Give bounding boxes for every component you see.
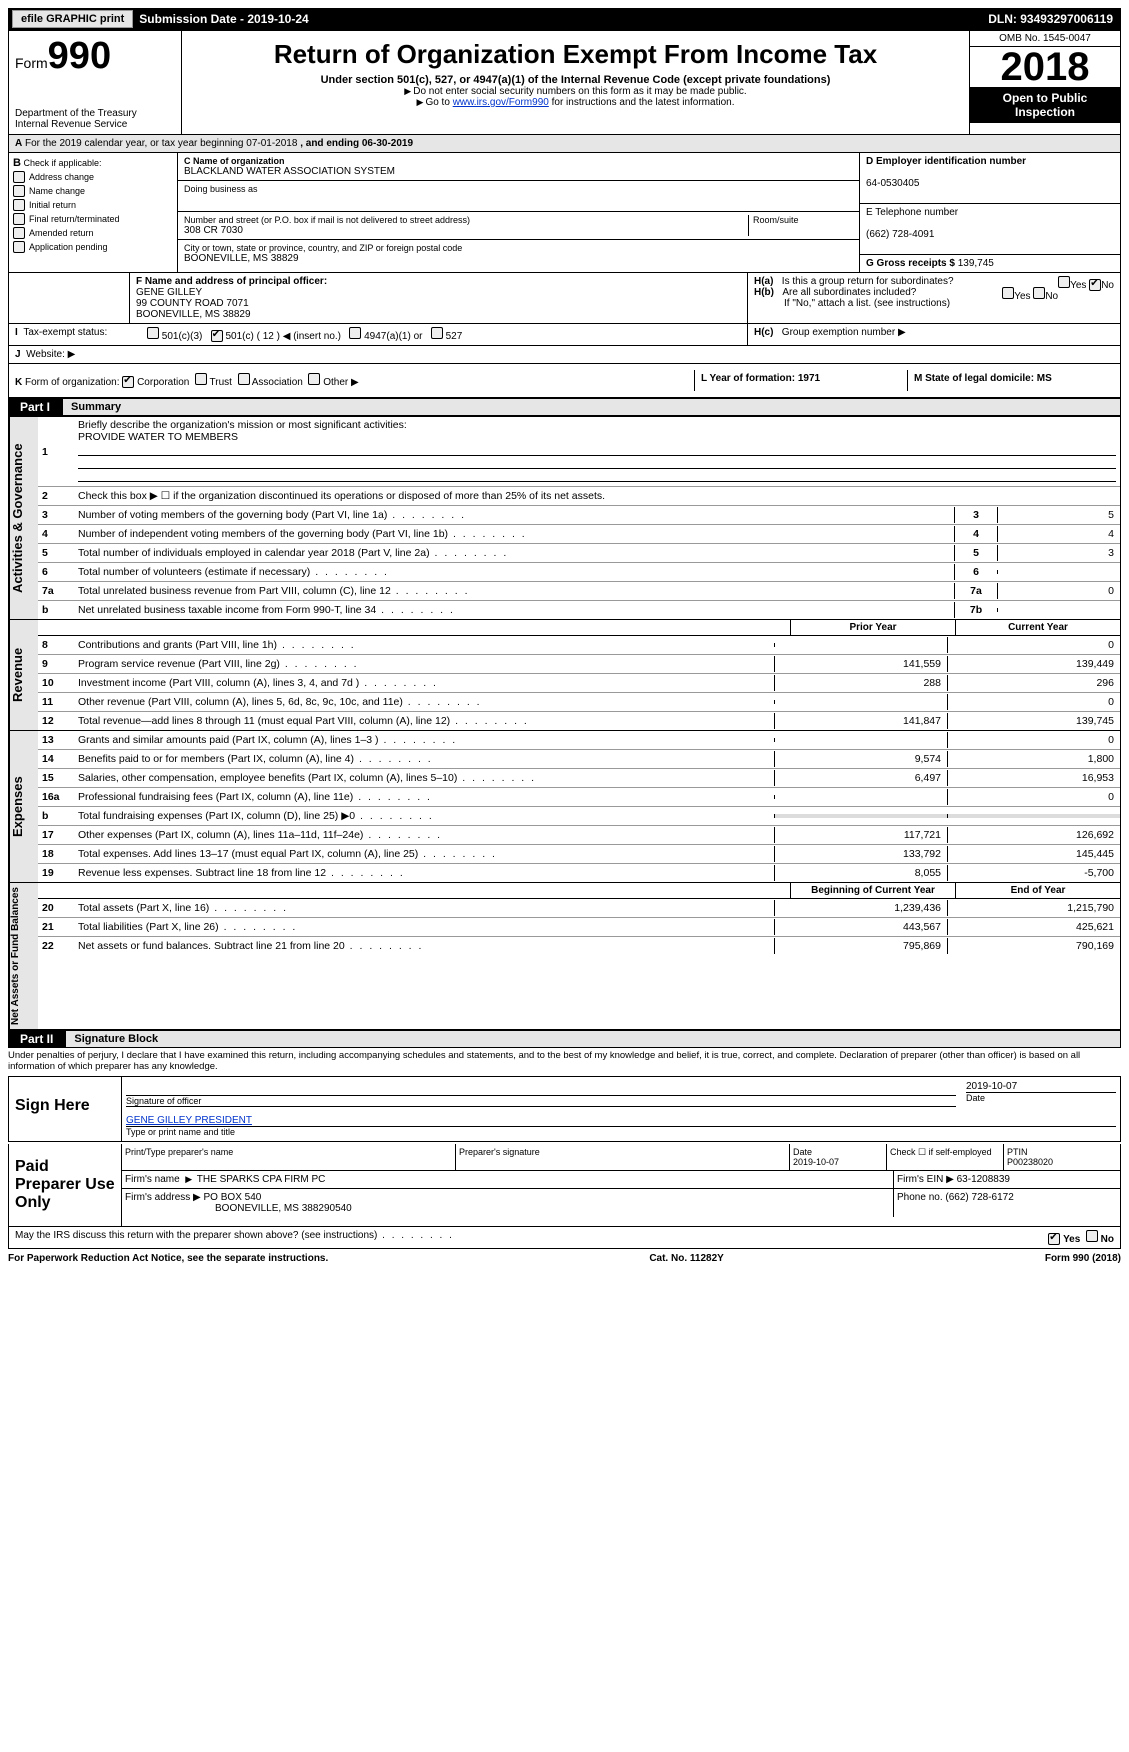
table-row: 7aTotal unrelated business revenue from … [38, 582, 1120, 601]
section-b: B Check if applicable: Address changeNam… [9, 153, 177, 272]
table-row: 22Net assets or fund balances. Subtract … [38, 937, 1120, 955]
form-subtitle-3: Go to www.irs.gov/Form990 for instructio… [186, 97, 965, 108]
table-row: 10Investment income (Part VIII, column (… [38, 674, 1120, 693]
officer-name[interactable]: GENE GILLEY PRESIDENT [126, 1115, 252, 1126]
section-d-e-g: D Employer identification number 64-0530… [859, 153, 1120, 272]
submission-date: Submission Date - 2019-10-24 [133, 12, 314, 26]
governance-section: Activities & Governance 1 Briefly descri… [8, 416, 1121, 620]
row-i-j: I Tax-exempt status: 501(c)(3) 501(c) ( … [8, 324, 1121, 346]
table-row: 13Grants and similar amounts paid (Part … [38, 731, 1120, 750]
table-row: 17Other expenses (Part IX, column (A), l… [38, 826, 1120, 845]
table-row: 6Total number of volunteers (estimate if… [38, 563, 1120, 582]
table-row: 15Salaries, other compensation, employee… [38, 769, 1120, 788]
sign-here-block: Sign Here Signature of officer 2019-10-0… [8, 1076, 1121, 1142]
table-row: 12Total revenue—add lines 8 through 11 (… [38, 712, 1120, 730]
row-k-l-m: K Form of organization: Corporation Trus… [8, 364, 1121, 398]
section-c: C Name of organization BLACKLAND WATER A… [177, 153, 859, 272]
table-row: 9Program service revenue (Part VIII, lin… [38, 655, 1120, 674]
netassets-section: Net Assets or Fund Balances Beginning of… [8, 883, 1121, 1030]
table-row: 3Number of voting members of the governi… [38, 506, 1120, 525]
tax-year: 2018 [970, 47, 1120, 87]
table-row: 8Contributions and grants (Part VIII, li… [38, 636, 1120, 655]
table-row: bTotal fundraising expenses (Part IX, co… [38, 807, 1120, 826]
checkbox-item[interactable]: Amended return [13, 227, 173, 239]
form-header: Form990 Department of the Treasury Inter… [8, 30, 1121, 135]
table-row: 5Total number of individuals employed in… [38, 544, 1120, 563]
city-state-zip: BOONEVILLE, MS 38829 [184, 253, 853, 264]
form-subtitle-1: Under section 501(c), 527, or 4947(a)(1)… [186, 74, 965, 86]
ein: 64-0530405 [866, 178, 919, 189]
table-row: 14Benefits paid to or for members (Part … [38, 750, 1120, 769]
expenses-tab: Expenses [9, 731, 38, 882]
netassets-tab: Net Assets or Fund Balances [9, 883, 38, 1029]
telephone: (662) 728-4091 [866, 229, 934, 240]
table-row: 11Other revenue (Part VIII, column (A), … [38, 693, 1120, 712]
top-bar: efile GRAPHIC print Submission Date - 20… [8, 8, 1121, 30]
part-1-header: Part I [8, 398, 62, 416]
checkbox-item[interactable]: Application pending [13, 241, 173, 253]
form-subtitle-2: Do not enter social security numbers on … [186, 86, 965, 97]
checkbox-item[interactable]: Name change [13, 185, 173, 197]
paid-preparer-block: Paid Preparer Use Only Print/Type prepar… [8, 1144, 1121, 1227]
table-row: bNet unrelated business taxable income f… [38, 601, 1120, 619]
revenue-tab: Revenue [9, 620, 38, 730]
part-1-title: Summary [62, 398, 1121, 416]
checkbox-item[interactable]: Initial return [13, 199, 173, 211]
part-2-title: Signature Block [65, 1030, 1121, 1048]
expenses-section: Expenses 13Grants and similar amounts pa… [8, 731, 1121, 883]
form-number: Form990 [15, 35, 175, 78]
gross-receipts: 139,745 [958, 258, 994, 269]
row-j-website: J Website: ▶ [8, 346, 1121, 364]
form-title: Return of Organization Exempt From Incom… [186, 39, 965, 70]
checkbox-item[interactable]: Address change [13, 171, 173, 183]
irs-label: Internal Revenue Service [15, 119, 175, 130]
part-2-header: Part II [8, 1030, 65, 1048]
revenue-section: Revenue Prior Year Current Year 8Contrib… [8, 620, 1121, 731]
section-a: A For the 2019 calendar year, or tax yea… [8, 135, 1121, 153]
checkbox-item[interactable]: Final return/terminated [13, 213, 173, 225]
table-row: 18Total expenses. Add lines 13–17 (must … [38, 845, 1120, 864]
discuss-row: May the IRS discuss this return with the… [8, 1227, 1121, 1249]
mission: PROVIDE WATER TO MEMBERS [78, 431, 238, 443]
street-address: 308 CR 7030 [184, 225, 748, 236]
table-row: 16aProfessional fundraising fees (Part I… [38, 788, 1120, 807]
table-row: 20Total assets (Part X, line 16)1,239,43… [38, 899, 1120, 918]
row-f-h: F Name and address of principal officer:… [8, 273, 1121, 324]
treasury-dept: Department of the Treasury [15, 108, 175, 119]
org-name: BLACKLAND WATER ASSOCIATION SYSTEM [184, 166, 853, 177]
table-row: 4Number of independent voting members of… [38, 525, 1120, 544]
table-row: 19Revenue less expenses. Subtract line 1… [38, 864, 1120, 882]
governance-tab: Activities & Governance [9, 417, 38, 619]
sections-b-to-g: B Check if applicable: Address changeNam… [8, 153, 1121, 273]
efile-button[interactable]: efile GRAPHIC print [12, 10, 133, 28]
irs-link[interactable]: www.irs.gov/Form990 [453, 97, 549, 108]
dln-number: DLN: 93493297006119 [988, 12, 1121, 26]
perjury-statement: Under penalties of perjury, I declare th… [8, 1048, 1121, 1074]
open-to-public: Open to Public Inspection [970, 87, 1120, 123]
page-footer: For Paperwork Reduction Act Notice, see … [8, 1253, 1121, 1264]
table-row: 21Total liabilities (Part X, line 26)443… [38, 918, 1120, 937]
